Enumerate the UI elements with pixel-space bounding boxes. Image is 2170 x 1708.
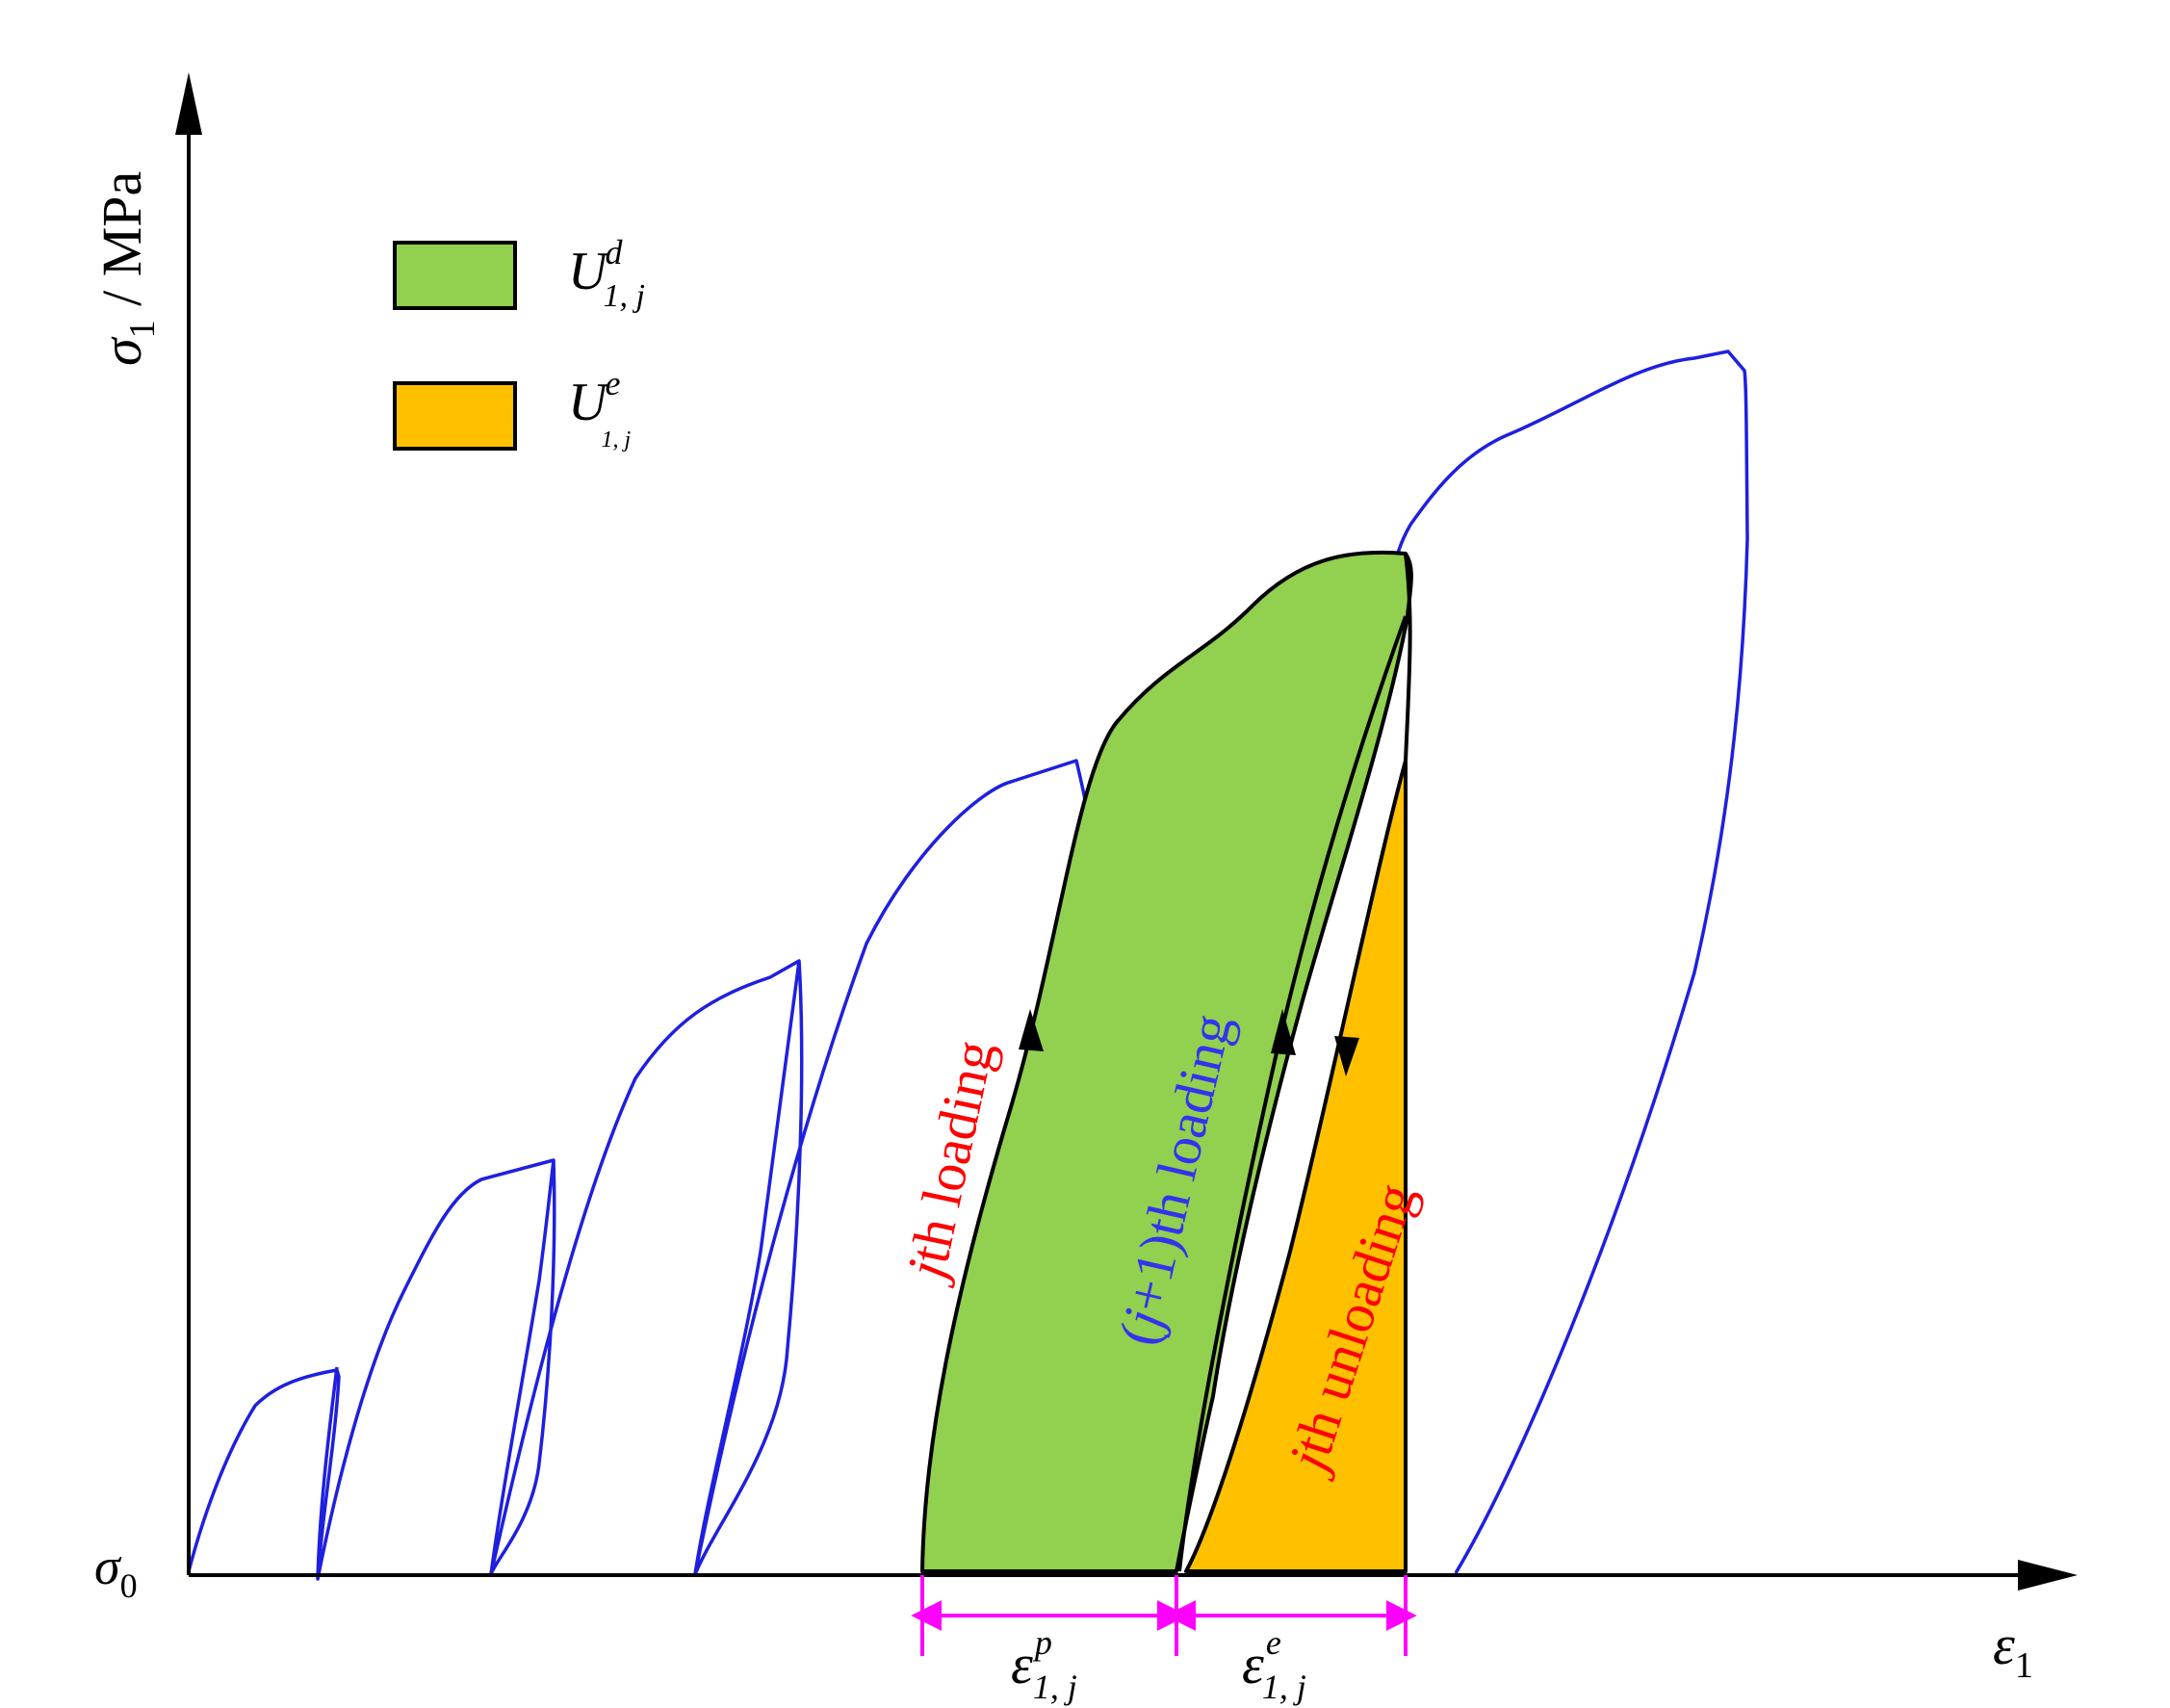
legend-elastic-symbol: U [568,373,610,432]
elastic-strain-sup: e [1266,1623,1281,1662]
strain-dimensions [911,1575,1417,1656]
y-label-unit: / MPa [90,171,153,321]
elastic-strain-label: εe 1, j [1242,1623,1306,1706]
jth-unloading-arrow [1334,1036,1359,1076]
legend-dissipated-sup: d [605,233,623,272]
origin-symbol: σ [94,1538,122,1595]
y-label-symbol: σ [90,336,153,366]
loading-cycle-1 [187,1366,341,1581]
elastic-strain-symbol: ε [1242,1633,1264,1695]
legend-elastic-sup: e [605,364,620,402]
legend-label-dissipated: Ud 1, j [568,233,645,314]
legend-swatch-dissipated [393,241,517,310]
y-axis-label: σ1 / MPa [90,171,163,366]
legend-elastic-sub: 1, j [601,427,631,453]
elastic-strain-sub: 1, j [1262,1668,1306,1706]
legend: Ud 1, j Ue 1, j [393,233,645,453]
legend-label-elastic: Ue 1, j [568,364,631,453]
x-label-symbol: ε [1993,1614,2015,1676]
plastic-strain-sub: 1, j [1033,1668,1077,1706]
unloading-right-edge [1404,553,1412,1571]
loading-cycle-5 [1391,349,1749,1574]
legend-dissipated-symbol: U [568,242,610,301]
cyclic-loading-curves [187,349,1749,1581]
j1-loading-curve [1177,615,1408,1572]
dissipated-energy-region [920,550,1413,1573]
j1-loading-arrow [1271,1009,1296,1055]
elastic-energy-region [1184,759,1408,1573]
origin-label: σ0 [94,1538,138,1605]
y-axis-arrowhead [175,72,202,135]
jth-loading-arrow [1019,1009,1044,1051]
loading-cycle-4 [693,759,1089,1575]
x-axis-label: ε1 [1993,1614,2033,1686]
plastic-strain-label: εp 1, j [1011,1623,1077,1706]
legend-swatch-elastic [393,381,517,451]
y-label-subscript: 1 [122,320,163,338]
x-label-subscript: 1 [2015,1645,2033,1686]
axes [175,72,2078,1591]
legend-dissipated-sub: 1, j [603,278,644,314]
x-axis-arrowhead [2018,1560,2078,1591]
plastic-strain-sup: p [1032,1623,1052,1662]
plastic-strain-symbol: ε [1011,1633,1033,1695]
loading-cycle-3 [489,959,804,1576]
origin-subscript: 0 [120,1566,138,1605]
loading-cycle-2 [316,1158,556,1580]
